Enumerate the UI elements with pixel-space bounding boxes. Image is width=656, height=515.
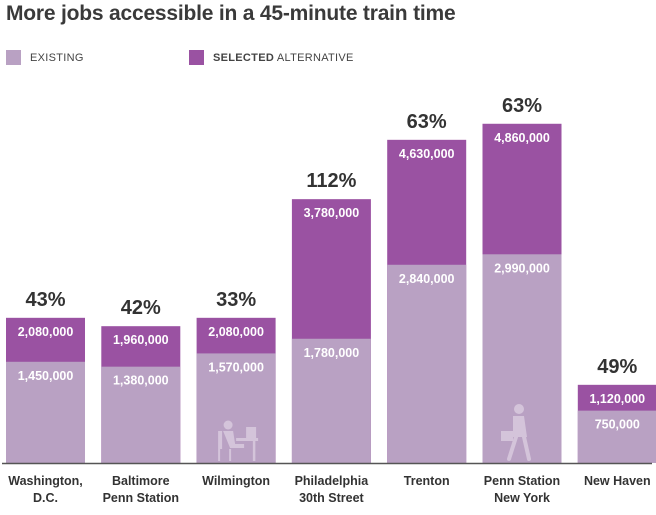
- legend-label-selected: SELECTED ALTERNATIVE: [213, 51, 354, 64]
- bar-existing: [101, 366, 181, 463]
- category-label: Penn Station: [484, 474, 560, 488]
- percent-increase-label: 33%: [216, 289, 256, 311]
- legend-swatch-selected: [189, 50, 204, 65]
- category-label: 30th Street: [299, 491, 364, 505]
- legend-existing: EXISTING: [6, 50, 84, 65]
- percent-increase-label: 112%: [306, 170, 356, 192]
- data-label-existing: 1,570,000: [208, 360, 264, 374]
- percent-increase-label: 49%: [597, 356, 637, 378]
- percent-increase-label: 42%: [121, 297, 161, 319]
- data-label-existing: 750,000: [595, 418, 640, 432]
- category-label: New York: [494, 491, 550, 505]
- category-label: Penn Station: [103, 491, 179, 505]
- data-label-existing: 1,450,000: [18, 369, 74, 383]
- category-label: Baltimore: [112, 474, 170, 488]
- data-label-existing: 2,840,000: [399, 272, 455, 286]
- data-label-selected: 4,860,000: [494, 131, 550, 145]
- data-label-existing: 1,780,000: [304, 346, 360, 360]
- legend-selected: SELECTED ALTERNATIVE: [189, 50, 354, 65]
- data-label-selected: 1,960,000: [113, 333, 169, 347]
- bar-existing: [6, 361, 85, 463]
- commuter-icon: [501, 404, 531, 461]
- data-label-selected: 1,120,000: [589, 392, 645, 406]
- data-label-existing: 2,990,000: [494, 261, 550, 275]
- bar-existing: [291, 338, 371, 463]
- data-label-existing: 1,380,000: [113, 374, 169, 388]
- data-label-selected: 3,780,000: [304, 206, 360, 220]
- data-label-selected: 2,080,000: [208, 325, 264, 339]
- legend-swatch-existing: [6, 50, 21, 65]
- chart-title: More jobs accessible in a 45-minute trai…: [6, 2, 456, 25]
- percent-increase-label: 63%: [502, 95, 542, 117]
- category-label: D.C.: [33, 491, 58, 505]
- bar-existing: [387, 264, 467, 463]
- category-label: Wilmington: [202, 474, 270, 488]
- percent-increase-label: 43%: [25, 289, 65, 311]
- category-label: New Haven: [584, 474, 651, 488]
- category-label: Trenton: [404, 474, 450, 488]
- category-label: Philadelphia: [295, 474, 370, 488]
- legend-label-existing: EXISTING: [30, 51, 84, 64]
- percent-increase-label: 63%: [407, 111, 447, 133]
- data-label-selected: 2,080,000: [18, 325, 74, 339]
- office-worker-icon: [218, 420, 259, 461]
- category-label: Washington,: [8, 474, 83, 488]
- bar-existing: [577, 410, 656, 463]
- data-label-selected: 4,630,000: [399, 147, 455, 161]
